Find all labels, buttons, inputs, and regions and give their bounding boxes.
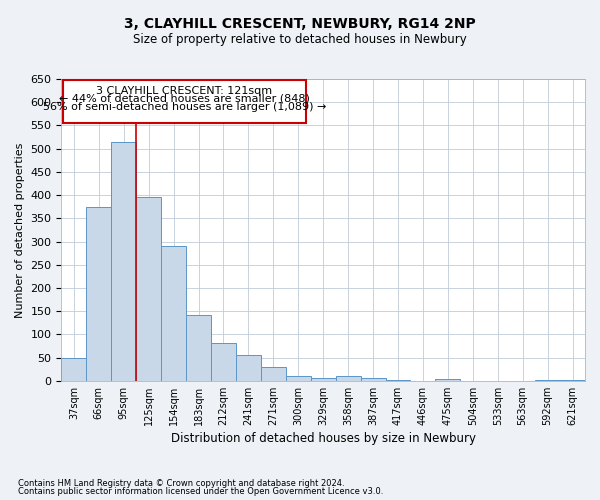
Bar bbox=[335, 376, 361, 381]
Y-axis label: Number of detached properties: Number of detached properties bbox=[15, 142, 25, 318]
Text: Contains public sector information licensed under the Open Government Licence v3: Contains public sector information licen… bbox=[18, 487, 383, 496]
Bar bbox=[286, 376, 311, 381]
Bar bbox=[161, 246, 186, 381]
Text: 3, CLAYHILL CRESCENT, NEWBURY, RG14 2NP: 3, CLAYHILL CRESCENT, NEWBURY, RG14 2NP bbox=[124, 18, 476, 32]
Text: 3 CLAYHILL CRESCENT: 121sqm: 3 CLAYHILL CRESCENT: 121sqm bbox=[96, 86, 272, 96]
Bar bbox=[436, 379, 460, 381]
Bar bbox=[136, 198, 161, 381]
Text: Contains HM Land Registry data © Crown copyright and database right 2024.: Contains HM Land Registry data © Crown c… bbox=[18, 478, 344, 488]
X-axis label: Distribution of detached houses by size in Newbury: Distribution of detached houses by size … bbox=[171, 432, 476, 445]
Bar bbox=[61, 358, 86, 381]
Bar bbox=[236, 356, 261, 381]
Bar bbox=[86, 206, 111, 381]
FancyBboxPatch shape bbox=[62, 80, 306, 123]
Text: Size of property relative to detached houses in Newbury: Size of property relative to detached ho… bbox=[133, 32, 467, 46]
Bar bbox=[111, 142, 136, 381]
Bar bbox=[535, 380, 560, 381]
Bar bbox=[361, 378, 386, 381]
Text: 56% of semi-detached houses are larger (1,089) →: 56% of semi-detached houses are larger (… bbox=[43, 102, 326, 112]
Bar bbox=[311, 378, 335, 381]
Bar bbox=[211, 342, 236, 381]
Bar bbox=[186, 315, 211, 381]
Text: ← 44% of detached houses are smaller (848): ← 44% of detached houses are smaller (84… bbox=[59, 94, 310, 104]
Bar bbox=[261, 367, 286, 381]
